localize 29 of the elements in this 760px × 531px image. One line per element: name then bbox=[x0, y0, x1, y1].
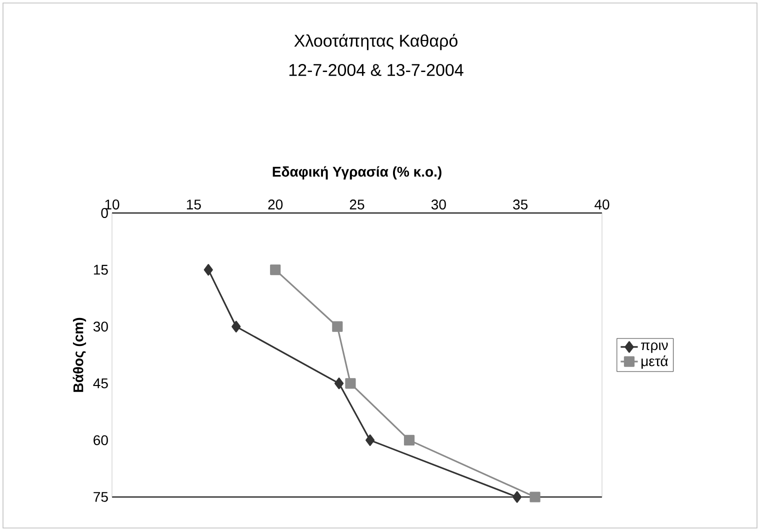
y-tick-label: 30 bbox=[93, 322, 108, 332]
x-tick-label: 25 bbox=[350, 200, 364, 210]
point bbox=[366, 434, 375, 446]
chart-title: Χλοοτάπητας Καθαρό bbox=[294, 34, 458, 50]
y-tick-label: 45 bbox=[93, 378, 108, 388]
point bbox=[345, 378, 356, 389]
y-axis-title: Βάθος (cm) bbox=[72, 318, 86, 392]
legend-label: πριν bbox=[641, 342, 668, 353]
x-axis-title: Εδαφική Υγρασία (% κ.ο.) bbox=[272, 166, 442, 180]
point bbox=[404, 434, 415, 446]
point bbox=[204, 264, 213, 276]
legend-label: μετά bbox=[642, 355, 668, 369]
x-tick-label: 15 bbox=[186, 200, 201, 210]
x-tick-label: 40 bbox=[594, 200, 610, 210]
y-tick-label: 60 bbox=[94, 435, 108, 446]
x-tick-label: 35 bbox=[513, 200, 528, 210]
y-tick-label: 15 bbox=[94, 264, 108, 275]
y-tick-label: 0 bbox=[101, 208, 108, 218]
point bbox=[530, 492, 540, 502]
x-tick-label: 10 bbox=[105, 200, 120, 210]
x-tick-label: 20 bbox=[268, 200, 283, 210]
point bbox=[270, 264, 281, 276]
chart-subtitle: 12-7-2004 & 13-7-2004 bbox=[289, 64, 464, 76]
y-tick-label: 75 bbox=[94, 492, 108, 502]
point bbox=[334, 378, 344, 390]
point bbox=[232, 320, 241, 332]
x-tick-label: 30 bbox=[431, 200, 446, 210]
point bbox=[512, 491, 522, 503]
point bbox=[332, 321, 343, 332]
